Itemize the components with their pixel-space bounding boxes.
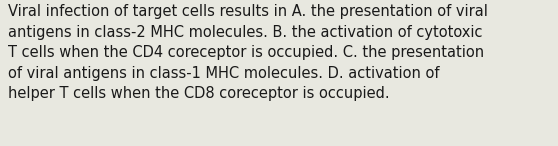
- Text: Viral infection of target cells results in A. the presentation of viral
antigens: Viral infection of target cells results …: [8, 4, 488, 101]
